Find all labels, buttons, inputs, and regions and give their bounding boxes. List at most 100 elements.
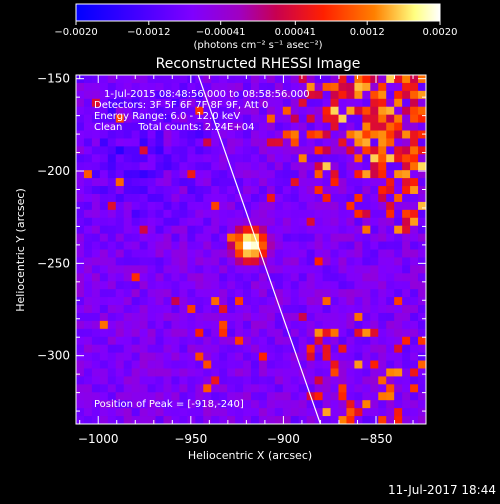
heatmap-cell xyxy=(298,90,308,100)
heatmap-cell xyxy=(171,249,180,258)
heatmap-cell xyxy=(346,392,355,401)
heatmap-cell xyxy=(83,114,93,123)
heatmap-cell xyxy=(171,122,180,131)
heatmap-cell xyxy=(314,241,323,250)
heatmap-cell xyxy=(314,225,323,235)
heatmap-cell xyxy=(306,416,316,424)
heatmap-cell xyxy=(155,114,164,123)
heatmap-cell xyxy=(139,114,148,123)
heatmap-cell xyxy=(115,170,125,179)
heatmap-cell xyxy=(155,162,164,171)
heatmap-cell xyxy=(410,75,419,84)
heatmap-cell xyxy=(330,273,339,282)
heatmap-cell xyxy=(131,257,141,266)
heatmap-cell xyxy=(147,344,156,354)
heatmap-cell xyxy=(394,106,403,116)
heatmap-cell xyxy=(115,162,125,171)
heatmap-cell xyxy=(195,209,204,219)
heatmap-cell xyxy=(418,376,426,385)
heatmap-cell xyxy=(251,257,260,266)
heatmap-cell xyxy=(171,170,180,179)
heatmap-cell xyxy=(219,328,228,338)
heatmap-cell xyxy=(290,241,300,250)
heatmap-cell xyxy=(362,225,371,235)
heatmap-cell xyxy=(211,130,220,139)
heatmap-cell xyxy=(187,297,196,306)
heatmap-cell xyxy=(91,376,101,385)
heatmap-cell xyxy=(155,138,164,147)
heatmap-cell xyxy=(187,249,196,258)
heatmap-cell xyxy=(139,146,148,155)
heatmap-cell xyxy=(139,400,148,409)
heatmap-cell xyxy=(107,328,117,338)
heatmap-cell xyxy=(195,384,204,393)
heatmap-cell xyxy=(386,186,395,195)
heatmap-cell xyxy=(147,114,156,123)
heatmap-cell xyxy=(227,138,236,147)
heatmap-cell xyxy=(314,265,323,274)
heatmap-cell xyxy=(251,392,260,401)
heatmap-cell xyxy=(418,265,426,274)
heatmap-cell xyxy=(131,328,141,338)
heatmap-cell xyxy=(282,130,292,139)
heatmap-cell xyxy=(418,249,426,258)
heatmap-cell xyxy=(418,320,426,330)
heatmap-cell xyxy=(346,360,355,369)
heatmap-cell xyxy=(219,193,228,203)
heatmap-cell xyxy=(83,209,93,219)
heatmap-cell xyxy=(322,281,331,290)
heatmap-cell xyxy=(378,400,387,409)
heatmap-cell xyxy=(354,146,363,155)
heatmap-cell xyxy=(251,122,260,131)
heatmap-cell xyxy=(235,114,244,123)
heatmap-cell xyxy=(195,90,204,100)
heatmap-cell xyxy=(322,82,331,92)
heatmap-cell xyxy=(418,408,426,417)
heatmap-cell xyxy=(131,82,141,92)
heatmap-cell xyxy=(418,297,426,306)
heatmap-cell xyxy=(123,138,133,147)
heatmap-cell xyxy=(298,392,308,401)
heatmap-cell xyxy=(131,368,141,377)
heatmap-cell xyxy=(219,130,228,139)
heatmap-cell xyxy=(402,98,411,108)
heatmap-cell xyxy=(322,98,331,108)
heatmap-cell xyxy=(211,162,220,171)
heatmap-cell xyxy=(131,320,141,330)
heatmap-cell xyxy=(402,122,411,131)
heatmap-cell xyxy=(76,376,85,385)
heatmap-cell xyxy=(258,98,268,108)
heatmap-cell xyxy=(99,146,109,155)
heatmap-cell xyxy=(139,360,148,369)
heatmap-cell xyxy=(346,114,355,123)
heatmap-cell xyxy=(147,328,156,338)
x-tick-label: −1000 xyxy=(78,432,119,446)
annotation-energy-range: Energy Range: 6.0 - 12.0 keV xyxy=(94,111,240,122)
heatmap-cell xyxy=(394,392,403,401)
heatmap-cell xyxy=(314,122,323,131)
heatmap-cell xyxy=(258,233,268,242)
heatmap-cell xyxy=(107,178,117,187)
heatmap-cell xyxy=(187,368,196,377)
heatmap-cell xyxy=(330,162,339,171)
heatmap-cell xyxy=(266,352,276,361)
heatmap-cell xyxy=(290,376,300,385)
heatmap-cell xyxy=(346,162,355,171)
heatmap-cell xyxy=(187,217,196,227)
heatmap-cell xyxy=(107,305,117,314)
heatmap-cell xyxy=(155,98,164,108)
heatmap-cell xyxy=(298,82,308,92)
heatmap-cell xyxy=(243,336,252,346)
heatmap-cell xyxy=(290,217,300,227)
heatmap-cell xyxy=(187,289,196,298)
heatmap-cell xyxy=(115,138,125,147)
heatmap-cell xyxy=(123,209,133,219)
heatmap-cell xyxy=(258,376,268,385)
heatmap-cell xyxy=(362,178,371,187)
heatmap-cell xyxy=(211,312,220,322)
heatmap-cell xyxy=(187,408,196,417)
heatmap-cell xyxy=(139,368,148,377)
heatmap-cell xyxy=(76,257,85,266)
heatmap-cell xyxy=(282,106,292,116)
heatmap-cell xyxy=(107,201,117,211)
